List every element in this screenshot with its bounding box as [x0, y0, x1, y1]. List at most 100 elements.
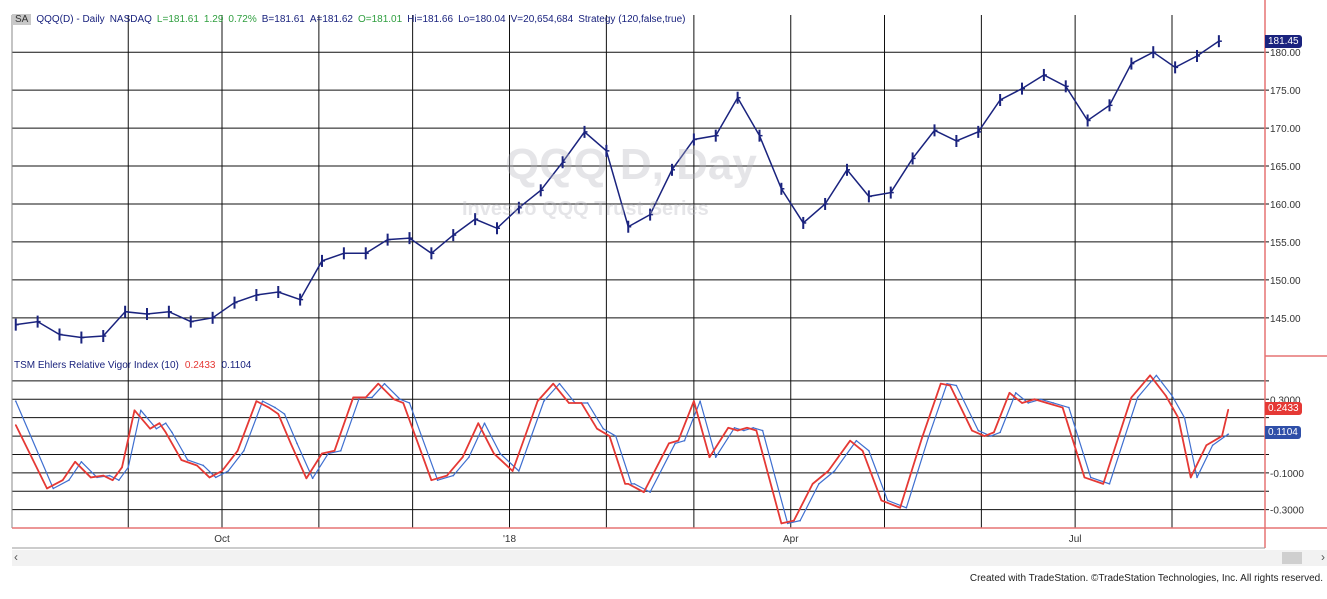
signal-point	[311, 477, 314, 480]
rvi-point	[568, 402, 570, 404]
signal-point	[955, 384, 958, 387]
symbol-label: QQQ(D) - Daily	[36, 14, 105, 25]
rvi-point	[255, 400, 258, 402]
rvi-point	[268, 406, 270, 409]
signal-point	[977, 429, 980, 432]
rvi-point	[377, 382, 380, 385]
signal-point	[452, 474, 455, 477]
signal-point	[586, 402, 589, 404]
rvi-point	[993, 431, 995, 434]
signal-point	[68, 479, 70, 481]
scroll-thumb[interactable]	[1282, 552, 1302, 564]
scroll-left-icon[interactable]: ‹	[14, 550, 18, 564]
signal-point	[399, 398, 401, 401]
price-tick-label: 175.00	[1270, 86, 1301, 97]
indicator-tick-label: -0.3000	[1270, 506, 1304, 517]
signal-point	[52, 487, 55, 490]
rvi-line	[14, 374, 1230, 525]
signal-point	[171, 431, 173, 434]
rvi-point	[1021, 402, 1023, 404]
strategy-label: Strategy (120,false,true)	[578, 14, 686, 25]
rvi-point	[477, 422, 480, 424]
rvi-point	[849, 439, 851, 442]
rvi-point	[236, 449, 239, 452]
signal-point	[383, 382, 386, 385]
rvi-point	[921, 437, 923, 439]
rvi-point	[861, 449, 864, 452]
signal-point	[339, 449, 342, 452]
rvi-point	[736, 429, 739, 432]
rvi-point	[1149, 374, 1151, 377]
rvi-point	[780, 522, 783, 525]
signal-point	[1196, 476, 1198, 479]
signal-value: 0.1104	[221, 360, 252, 371]
signal-point	[408, 402, 411, 404]
signal-point	[1227, 433, 1230, 435]
rvi-point	[430, 479, 433, 481]
rvi-point	[608, 435, 611, 437]
price-tick-label: 180.00	[1270, 48, 1301, 59]
signal-point	[155, 427, 158, 430]
rvi-point	[899, 506, 901, 509]
signal-point	[127, 466, 130, 469]
signal-point	[296, 442, 298, 445]
rvi-point	[1164, 394, 1167, 397]
rvi-point	[880, 499, 883, 502]
rvi-point	[755, 429, 758, 432]
rvi-point	[624, 483, 626, 485]
signal-point	[518, 470, 520, 472]
rvi-point	[580, 402, 583, 404]
pct-change: 0.72%	[228, 14, 257, 25]
rvi-point	[102, 474, 105, 477]
signal-line	[15, 374, 1229, 525]
signal-point	[649, 491, 651, 493]
signal-point	[371, 396, 373, 399]
rvi-point	[596, 427, 598, 430]
rvi-point	[983, 435, 986, 437]
signal-point	[614, 435, 617, 437]
rvi-point	[321, 452, 323, 455]
signal-point	[1039, 398, 1042, 401]
rvi-point	[74, 461, 76, 463]
rvi-point	[811, 483, 814, 485]
signal-point	[999, 431, 1001, 434]
rvi-point	[746, 426, 748, 429]
rvi-point	[221, 470, 223, 472]
signal-point	[855, 439, 858, 442]
signal-point	[436, 479, 439, 481]
rvi-point	[727, 426, 730, 429]
signal-point	[714, 456, 717, 459]
rvi-point	[196, 464, 198, 467]
sa-badge[interactable]: SA	[12, 14, 32, 25]
signal-point	[602, 427, 605, 430]
rvi-point	[333, 449, 336, 452]
rvi-point	[1046, 402, 1048, 404]
rvi-point	[149, 427, 151, 430]
date-tick-label: Oct	[214, 534, 230, 545]
signal-point	[164, 422, 167, 424]
signal-point	[243, 449, 245, 452]
signal-point	[139, 409, 142, 412]
rvi-point	[289, 442, 292, 445]
signal-point	[927, 437, 930, 439]
rvi-point	[1083, 476, 1086, 479]
price-tick-label: 160.00	[1270, 200, 1301, 211]
signal-point	[202, 464, 205, 467]
signal-point	[14, 400, 17, 402]
signal-point	[761, 429, 764, 432]
signal-point	[543, 400, 545, 402]
signal-point	[868, 449, 870, 452]
scroll-right-icon[interactable]: ›	[1321, 550, 1325, 564]
rvi-point	[164, 431, 167, 434]
rvi-point	[1205, 444, 1208, 447]
signal-point	[80, 461, 83, 463]
horizontal-scrollbar[interactable]: ‹ ›	[12, 550, 1327, 566]
signal-point	[1068, 406, 1070, 409]
signal-point	[674, 442, 676, 445]
indicator-tick-label: 0.3000	[1270, 395, 1301, 406]
signal-point	[118, 479, 120, 481]
signal-point	[633, 483, 636, 485]
rvi-point	[1130, 396, 1133, 399]
date-tick-label: '18	[503, 534, 516, 545]
rvi-point	[1102, 483, 1105, 485]
